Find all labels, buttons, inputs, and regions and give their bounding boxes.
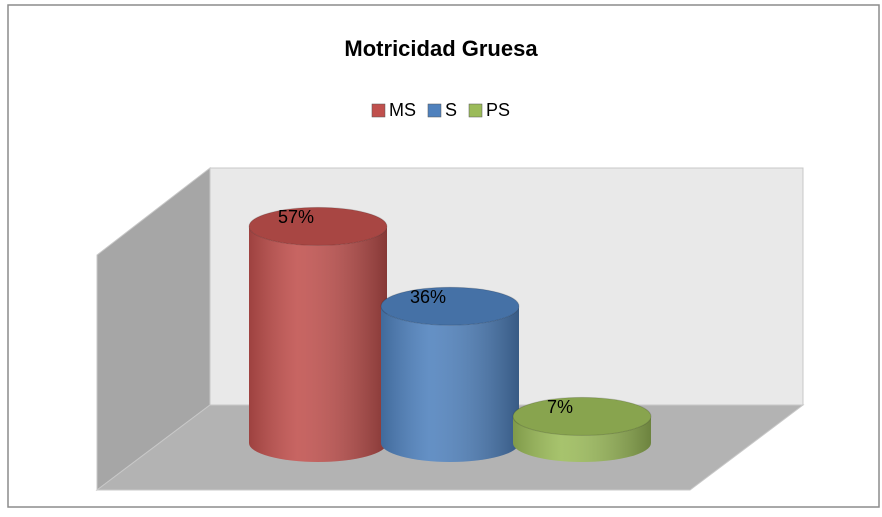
cylinder-shade xyxy=(249,226,387,462)
chart-title: Motricidad Gruesa xyxy=(344,36,538,61)
plot: 57% 36% 7% xyxy=(248,206,652,462)
cylinder-top-shade xyxy=(249,207,387,246)
cylinder-top xyxy=(380,286,520,326)
legend-label: PS xyxy=(486,100,510,120)
legend-label: S xyxy=(445,100,457,120)
cylinder-top xyxy=(248,206,388,246)
legend-label: MS xyxy=(389,100,416,120)
cylinder xyxy=(380,286,520,462)
cylinder xyxy=(248,206,388,462)
data-label: 7% xyxy=(547,397,573,417)
cylinder-top xyxy=(512,396,652,436)
data-label: 57% xyxy=(278,207,314,227)
cylinder-top-shade xyxy=(513,397,651,436)
legend: MS S PS xyxy=(371,100,510,120)
legend-swatch xyxy=(371,103,386,118)
legend-swatch xyxy=(427,103,442,118)
cylinder-shade xyxy=(381,306,519,462)
cylinder-top-shade xyxy=(381,287,519,326)
legend-swatch xyxy=(468,103,483,118)
cylinder xyxy=(512,396,652,462)
data-label: 36% xyxy=(410,287,446,307)
cylinder-shade xyxy=(513,416,651,462)
